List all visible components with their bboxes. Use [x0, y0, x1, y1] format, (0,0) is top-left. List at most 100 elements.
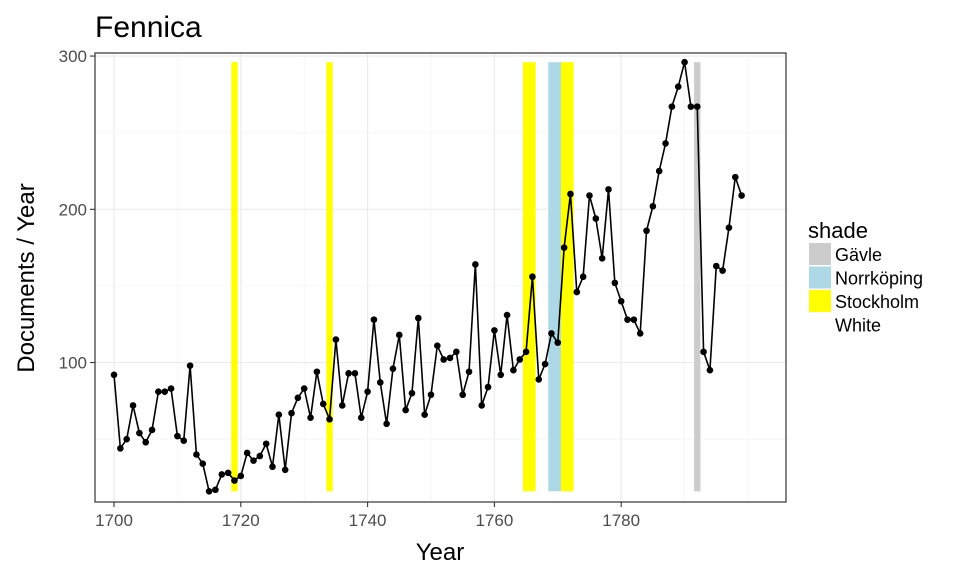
grid: [95, 53, 786, 502]
data-point: [357, 414, 365, 422]
data-point: [465, 368, 473, 376]
data-point: [674, 83, 682, 91]
legend-key: [809, 266, 831, 289]
data-point: [617, 297, 625, 305]
shade-band-stockholm: [231, 62, 238, 492]
data-point: [224, 469, 232, 477]
data-point: [491, 327, 498, 334]
y-tick-label: 100: [59, 354, 87, 373]
data-point: [693, 103, 701, 110]
data-point: [231, 477, 238, 484]
data-point: [434, 342, 441, 349]
data-point: [453, 348, 460, 356]
data-point: [250, 457, 257, 464]
data-point: [415, 314, 422, 322]
x-tick-label: 1740: [349, 511, 387, 530]
y-tick-label: 300: [59, 47, 87, 66]
data-point: [738, 192, 745, 199]
legend-label: Norrköping: [835, 269, 923, 289]
data-point: [636, 330, 644, 337]
data-point: [383, 420, 390, 428]
data-point: [345, 369, 352, 377]
data-point: [212, 486, 219, 494]
data-point: [338, 402, 346, 409]
shade-band-stockholm: [560, 62, 574, 492]
data-point: [174, 432, 181, 440]
data-point: [167, 385, 175, 392]
data-point: [497, 371, 505, 379]
data-point: [554, 339, 562, 346]
data-point: [389, 365, 397, 372]
data-point: [218, 471, 226, 478]
data-point: [421, 411, 428, 418]
data-point: [402, 406, 409, 414]
data-point: [662, 140, 669, 147]
x-tick-label: 1720: [222, 511, 260, 530]
legend-label: Gävle: [835, 245, 882, 265]
x-tick-label: 1700: [95, 511, 133, 530]
shade-bands: [231, 62, 701, 492]
data-point: [326, 415, 333, 423]
data-point: [155, 388, 162, 395]
series-layer: [110, 58, 745, 495]
plot-background: [95, 53, 786, 502]
data-point: [237, 472, 245, 480]
data-point: [256, 452, 264, 460]
data-point: [117, 445, 124, 452]
data-point: [446, 354, 454, 362]
data-point: [529, 273, 536, 281]
data-point: [395, 331, 403, 339]
data-point: [484, 383, 492, 391]
data-point: [199, 460, 207, 467]
data-point: [687, 103, 695, 110]
data-point: [503, 311, 511, 319]
legend-label: Stockholm: [835, 292, 919, 312]
data-point: [598, 255, 606, 262]
data-point: [351, 369, 359, 377]
data-point: [611, 279, 619, 287]
data-point: [712, 262, 720, 270]
data-point: [294, 394, 302, 402]
data-point: [586, 192, 593, 199]
legend-title: shade: [808, 218, 868, 243]
y-axis-title: Documents / Year: [13, 183, 40, 372]
data-point: [275, 411, 283, 418]
data-point: [478, 402, 486, 409]
data-point: [681, 58, 688, 66]
data-point: [408, 389, 416, 397]
data-point: [560, 244, 568, 251]
plot-area: [95, 53, 786, 502]
data-point: [440, 356, 447, 363]
chart-title: Fennica: [95, 11, 202, 44]
data-point: [731, 173, 739, 181]
data-point: [522, 348, 530, 356]
data-point: [459, 391, 466, 399]
shade-band-stockholm: [326, 62, 333, 492]
data-point: [655, 167, 663, 175]
data-point: [269, 463, 276, 471]
data-point: [624, 316, 631, 323]
data-point: [535, 376, 543, 383]
y-tick-label: 200: [59, 200, 87, 219]
data-point: [281, 466, 289, 474]
data-point: [579, 273, 587, 281]
data-point: [142, 438, 150, 446]
data-point: [668, 103, 676, 110]
data-point: [649, 202, 657, 210]
data-point: [123, 435, 130, 443]
data-point: [719, 267, 726, 274]
data-point: [319, 400, 327, 408]
data-point: [573, 288, 581, 296]
legend-key: [809, 243, 831, 265]
data-point: [110, 371, 118, 379]
data-point: [332, 336, 340, 343]
data-point: [364, 388, 371, 395]
legend: shade Gävle Norrköping Stockholm White: [808, 218, 923, 336]
data-point: [567, 190, 574, 198]
data-point: [243, 449, 251, 457]
legend-label: White: [835, 316, 881, 336]
data-point: [288, 409, 295, 417]
data-point: [205, 487, 213, 495]
x-axis: 1700 1720 1740 1760 1780: [95, 502, 640, 530]
